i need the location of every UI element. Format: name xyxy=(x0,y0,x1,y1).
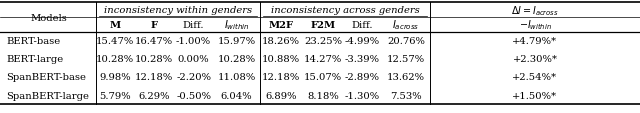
Text: 9.98%: 9.98% xyxy=(99,73,131,82)
Text: 5.79%: 5.79% xyxy=(99,91,131,100)
Text: 23.25%: 23.25% xyxy=(304,37,342,46)
Text: $I_{within}$: $I_{within}$ xyxy=(223,18,250,32)
Text: 12.57%: 12.57% xyxy=(387,55,425,64)
Text: $I_{across}$: $I_{across}$ xyxy=(392,18,419,32)
Text: $\Delta I = I_{across}$: $\Delta I = I_{across}$ xyxy=(511,4,559,18)
Text: 10.28%: 10.28% xyxy=(96,55,134,64)
Text: 10.28%: 10.28% xyxy=(135,55,173,64)
Text: +2.30%*: +2.30%* xyxy=(513,55,557,64)
Text: Diff.: Diff. xyxy=(183,21,204,30)
Text: 7.53%: 7.53% xyxy=(390,91,422,100)
Text: 10.88%: 10.88% xyxy=(262,55,300,64)
Text: F2M: F2M xyxy=(310,21,335,30)
Text: Models: Models xyxy=(30,14,67,22)
Text: 8.18%: 8.18% xyxy=(307,91,339,100)
Text: -0.50%: -0.50% xyxy=(176,91,211,100)
Text: 10.28%: 10.28% xyxy=(218,55,255,64)
Text: 12.18%: 12.18% xyxy=(262,73,300,82)
Text: 0.00%: 0.00% xyxy=(178,55,209,64)
Text: 12.18%: 12.18% xyxy=(135,73,173,82)
Text: F: F xyxy=(150,21,158,30)
Text: +4.79%*: +4.79%* xyxy=(513,37,557,46)
Text: -4.99%: -4.99% xyxy=(345,37,380,46)
Text: 20.76%: 20.76% xyxy=(387,37,425,46)
Text: -2.89%: -2.89% xyxy=(345,73,380,82)
Text: inconsistency across genders: inconsistency across genders xyxy=(271,6,419,15)
Text: 13.62%: 13.62% xyxy=(387,73,425,82)
Text: -3.39%: -3.39% xyxy=(345,55,380,64)
Text: 15.47%: 15.47% xyxy=(96,37,134,46)
Text: BERT-base: BERT-base xyxy=(6,37,61,46)
Text: 6.29%: 6.29% xyxy=(138,91,170,100)
Text: M2F: M2F xyxy=(268,21,294,30)
Text: +2.54%*: +2.54%* xyxy=(513,73,557,82)
Text: inconsistency within genders: inconsistency within genders xyxy=(104,6,252,15)
Text: M: M xyxy=(109,21,121,30)
Text: 18.26%: 18.26% xyxy=(262,37,300,46)
Text: Diff.: Diff. xyxy=(352,21,373,30)
Text: 11.08%: 11.08% xyxy=(218,73,255,82)
Text: SpanBERT-base: SpanBERT-base xyxy=(6,73,86,82)
Text: BERT-large: BERT-large xyxy=(6,55,63,64)
Text: -2.20%: -2.20% xyxy=(176,73,211,82)
Text: -1.00%: -1.00% xyxy=(176,37,211,46)
Text: +1.50%*: +1.50%* xyxy=(513,91,557,100)
Text: 16.47%: 16.47% xyxy=(135,37,173,46)
Text: -1.30%: -1.30% xyxy=(345,91,380,100)
Text: 15.97%: 15.97% xyxy=(218,37,255,46)
Text: SpanBERT-large: SpanBERT-large xyxy=(6,91,90,100)
Text: 14.27%: 14.27% xyxy=(304,55,342,64)
Text: 6.89%: 6.89% xyxy=(265,91,297,100)
Text: 15.07%: 15.07% xyxy=(304,73,342,82)
Text: $-I_{within}$: $-I_{within}$ xyxy=(518,18,552,32)
Text: 6.04%: 6.04% xyxy=(221,91,252,100)
